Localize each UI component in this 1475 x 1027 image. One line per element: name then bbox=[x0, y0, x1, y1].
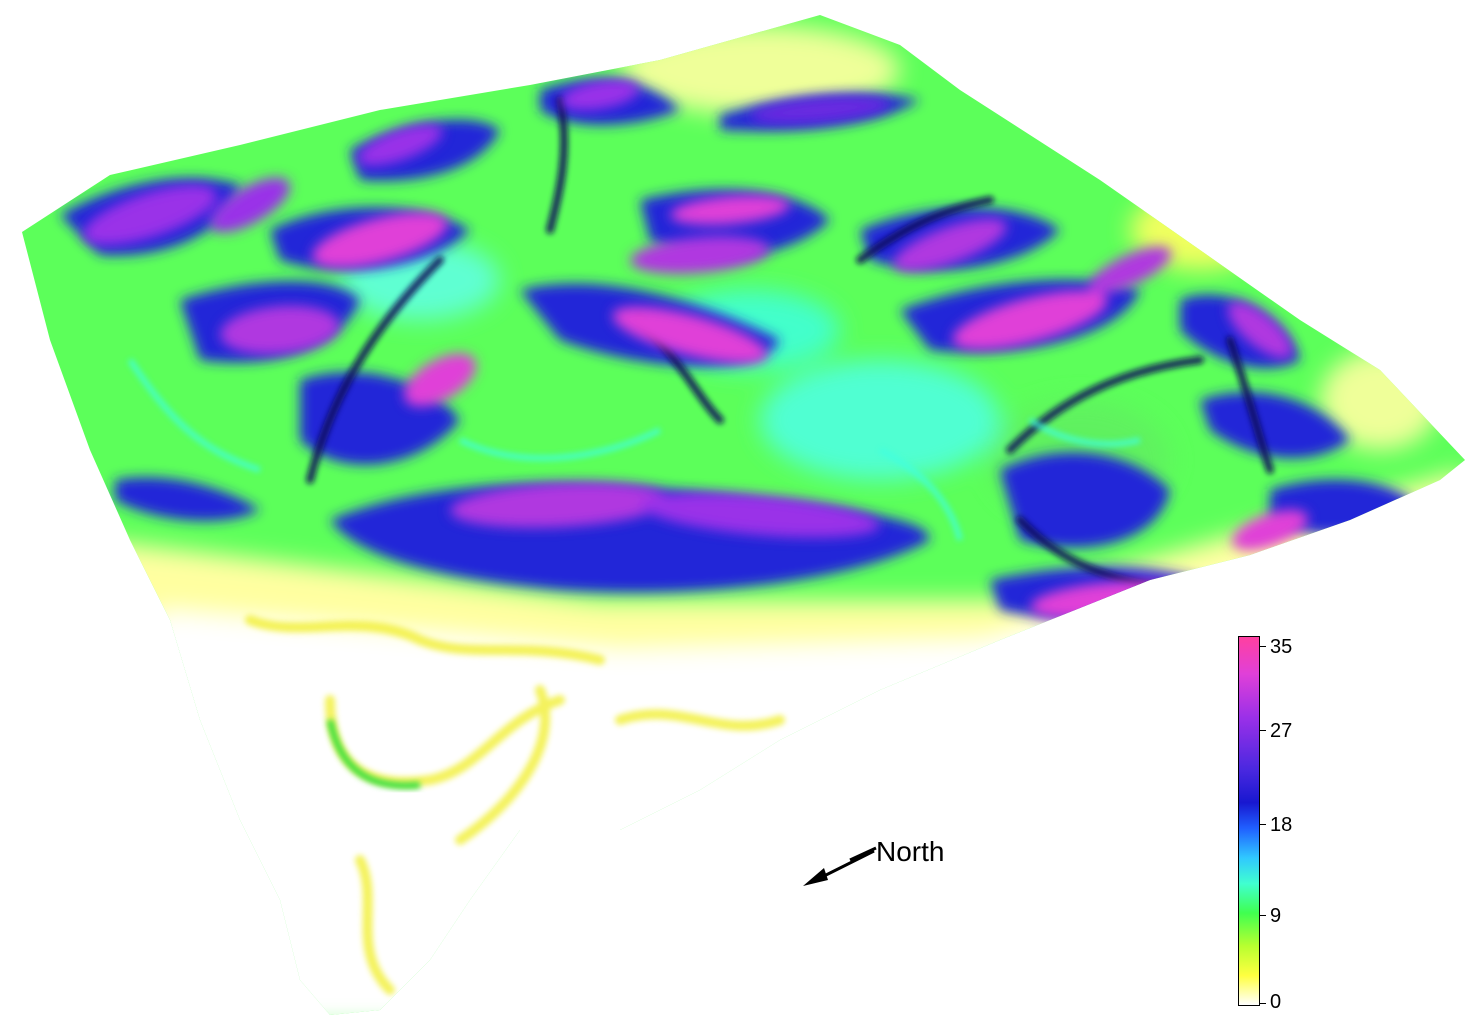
colorbar-tick-label: 27 bbox=[1270, 720, 1293, 742]
north-label: North bbox=[876, 836, 945, 867]
colorbar-tick-label: 9 bbox=[1270, 905, 1282, 927]
colorbar-tick-label: 35 bbox=[1270, 636, 1293, 658]
north-arrow-icon bbox=[803, 846, 877, 886]
colorbar-tick bbox=[1260, 1003, 1266, 1004]
colorbar-tick bbox=[1260, 824, 1266, 825]
colorbar-tick-label: 0 bbox=[1270, 991, 1282, 1013]
colorbar-tick bbox=[1260, 646, 1266, 647]
colorbar-tick bbox=[1260, 730, 1266, 731]
colorbar-tick bbox=[1260, 915, 1266, 916]
colorbar-tick-label: 18 bbox=[1270, 814, 1293, 836]
color-scale-bar bbox=[1238, 636, 1260, 1006]
